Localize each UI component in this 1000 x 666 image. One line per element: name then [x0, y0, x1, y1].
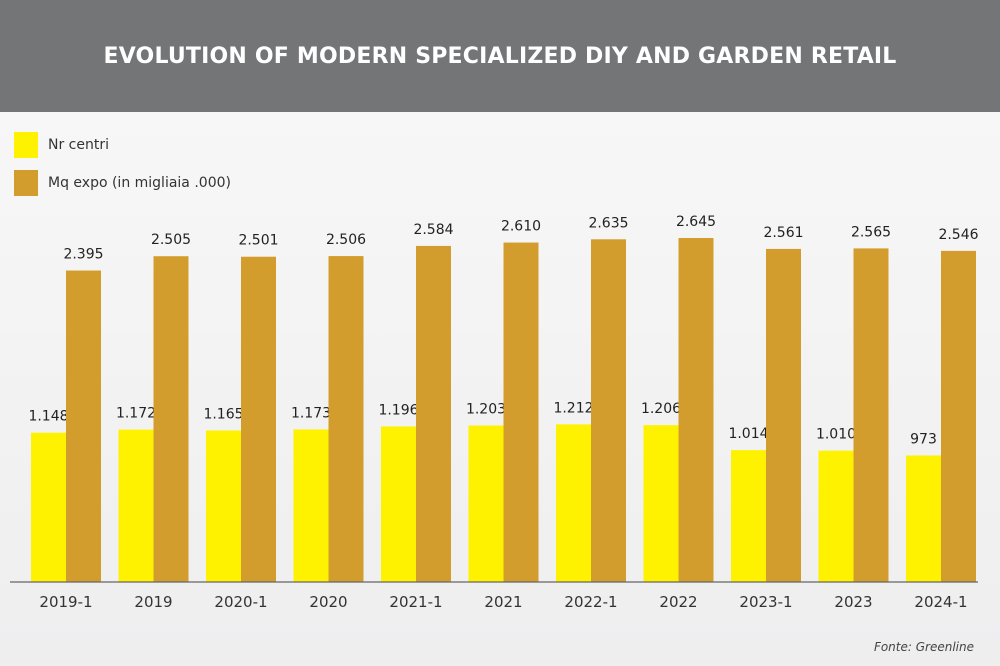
data-label-mq-expo-2019-1: 2.395	[63, 247, 103, 263]
legend-item-mq-expo: Mq expo (in migliaia .000)	[14, 170, 231, 196]
x-tick-label-2019-1: 2019-1	[39, 593, 92, 611]
data-label-mq-expo-2022: 2.645	[676, 214, 716, 230]
data-label-mq-expo-2020-1: 2.501	[238, 233, 278, 249]
data-label-nr-centri-2019-1: 1.148	[28, 409, 68, 425]
bar-nr-centri-2022	[643, 425, 679, 582]
data-label-mq-expo-2021: 2.610	[501, 219, 541, 235]
data-label-mq-expo-2022-1: 2.635	[588, 215, 628, 231]
chart-title: EVOLUTION OF MODERN SPECIALIZED DIY AND …	[103, 43, 897, 69]
data-label-nr-centri-2023-1: 1.014	[728, 426, 768, 442]
bar-nr-centri-2021-1	[381, 426, 416, 582]
data-label-mq-expo-2023: 2.565	[851, 224, 891, 240]
data-label-nr-centri-2022-1: 1.212	[553, 400, 593, 416]
bar-nr-centri-2020-1	[206, 430, 241, 582]
data-label-nr-centri-2023: 1.010	[816, 427, 856, 443]
data-label-mq-expo-2024-1: 2.546	[938, 227, 978, 243]
bar-mq-expo-2022	[678, 238, 714, 582]
bar-nr-centri-2024-1	[906, 455, 941, 582]
bar-nr-centri-2023-1	[731, 450, 766, 582]
bar-mq-expo-2019	[153, 256, 189, 582]
bar-mq-expo-2020	[328, 256, 364, 582]
data-label-nr-centri-2019: 1.172	[116, 406, 156, 422]
bar-mq-expo-2021	[503, 242, 539, 582]
data-label-nr-centri-2020-1: 1.165	[203, 406, 243, 422]
bar-mq-expo-2023-1	[766, 248, 801, 583]
legend-swatch-mq-expo	[14, 170, 38, 196]
x-tick-label-2022-1: 2022-1	[564, 593, 617, 611]
source-note: Fonte: Greenline	[873, 640, 974, 654]
bar-nr-centri-2022-1	[556, 424, 591, 582]
data-label-nr-centri-2021: 1.203	[466, 402, 506, 418]
x-tick-label-2021: 2021	[484, 593, 522, 611]
bar-nr-centri-2019-1	[31, 432, 66, 582]
x-tick-label-2023-1: 2023-1	[739, 593, 792, 611]
data-label-mq-expo-2019: 2.505	[151, 232, 191, 248]
chart-legend: Nr centri Mq expo (in migliaia .000)	[14, 132, 231, 208]
x-tick-label-2020-1: 2020-1	[214, 593, 267, 611]
x-tick-label-2022: 2022	[659, 593, 697, 611]
legend-item-nr-centri: Nr centri	[14, 132, 231, 158]
bar-mq-expo-2023	[853, 248, 889, 582]
x-tick-label-2019: 2019	[134, 593, 172, 611]
data-label-nr-centri-2024-1: 973	[910, 431, 937, 447]
data-label-nr-centri-2021-1: 1.196	[378, 402, 418, 418]
bar-nr-centri-2019	[118, 429, 154, 582]
x-tick-label-2021-1: 2021-1	[389, 593, 442, 611]
bar-mq-expo-2020-1	[241, 256, 276, 582]
legend-swatch-nr-centri	[14, 132, 38, 158]
x-tick-label-2023: 2023	[834, 593, 872, 611]
bar-nr-centri-2020	[293, 429, 329, 582]
bar-mq-expo-2019-1	[66, 270, 101, 582]
bar-mq-expo-2022-1	[591, 239, 626, 582]
x-tick-label-2024-1: 2024-1	[914, 593, 967, 611]
bar-nr-centri-2023	[818, 450, 854, 582]
data-label-nr-centri-2022: 1.206	[641, 401, 681, 417]
bar-nr-centri-2021	[468, 425, 504, 582]
chart-header: EVOLUTION OF MODERN SPECIALIZED DIY AND …	[0, 0, 1000, 112]
data-label-mq-expo-2021-1: 2.584	[413, 222, 453, 238]
bar-mq-expo-2024-1	[941, 250, 976, 582]
legend-label-mq-expo: Mq expo (in migliaia .000)	[48, 175, 231, 191]
data-label-mq-expo-2020: 2.506	[326, 232, 366, 248]
x-tick-label-2020: 2020	[309, 593, 347, 611]
bar-mq-expo-2021-1	[416, 245, 451, 582]
data-label-mq-expo-2023-1: 2.561	[763, 225, 803, 241]
data-label-nr-centri-2020: 1.173	[291, 405, 331, 421]
legend-label-nr-centri: Nr centri	[48, 137, 109, 153]
